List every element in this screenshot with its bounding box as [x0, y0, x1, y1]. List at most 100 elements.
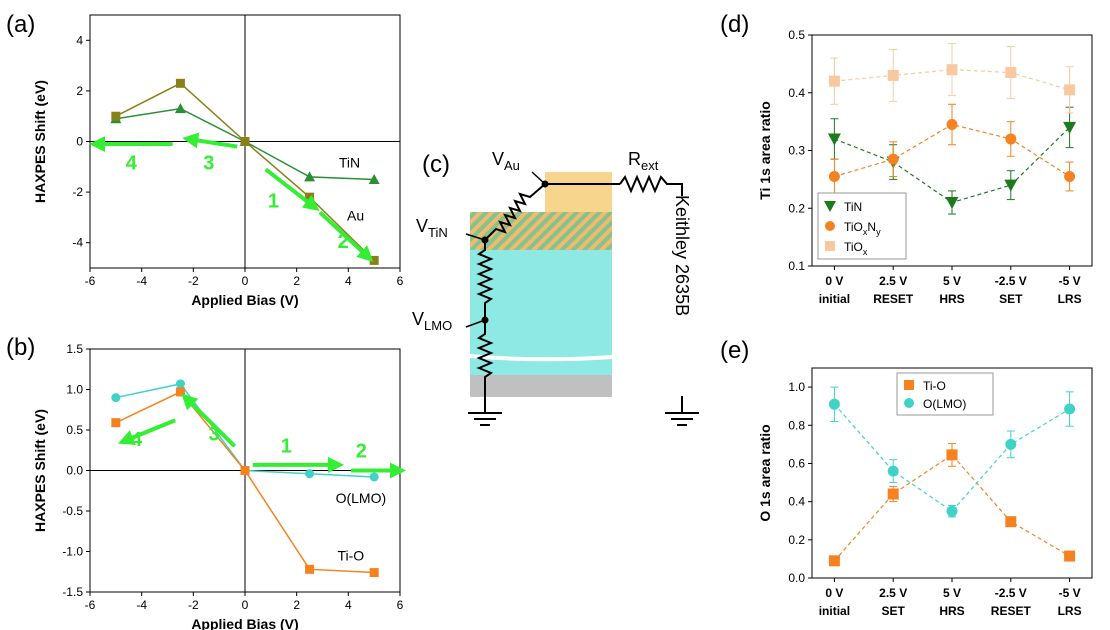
x-tick-label: -6 — [85, 598, 96, 612]
label-keithley: Keithley 2635B — [672, 195, 692, 316]
au-electrode — [545, 172, 612, 212]
series-label-TiN: TiN — [339, 154, 360, 170]
y-axis-label: Ti 1s area ratio — [757, 101, 773, 200]
y-tick-label: -1.5 — [62, 585, 83, 599]
panel-label-d: (d) — [720, 11, 749, 38]
y-axis-label: O 1s area ratio — [757, 424, 773, 521]
tin-layer — [470, 212, 612, 250]
step-number: 2 — [356, 441, 367, 463]
data-point-O(LMO) — [828, 398, 840, 410]
data-point-TiOxNy — [887, 153, 899, 165]
panel-label-b: (b) — [6, 334, 35, 361]
data-point-TiN — [1063, 121, 1077, 134]
resistor-lmo-upper — [476, 240, 494, 320]
data-point-TiN — [1004, 179, 1018, 192]
label-v-lmo: VLMO — [412, 309, 452, 333]
data-point-Ti-O — [946, 449, 958, 461]
category-label: 0 V — [825, 274, 843, 288]
legend-marker-TiOx — [825, 241, 835, 251]
lmo-crack — [469, 354, 613, 362]
x-tick-label: 4 — [345, 274, 352, 288]
series-line-O(LMO) — [833, 403, 1070, 512]
legend-marker-TiN — [824, 201, 836, 212]
data-point-TiOxNy — [946, 119, 958, 131]
data-point-Ti-O — [887, 488, 899, 500]
y-tick-label: 0.2 — [788, 201, 805, 215]
data-point-O(LMO) — [887, 465, 899, 477]
data-point-O(LMO) — [946, 505, 958, 517]
legend-label-Ti-O: Ti-O — [923, 379, 946, 393]
lead-tin — [465, 233, 486, 241]
y-tick-label: 0.5 — [788, 28, 805, 42]
y-tick-label: -1.0 — [62, 545, 83, 559]
ground-left — [468, 412, 502, 426]
category-label: 2.5 V — [879, 586, 907, 600]
data-point-Au — [240, 137, 250, 146]
y-tick-label: 0.4 — [788, 495, 805, 509]
category-sublabel: LRS — [1058, 604, 1082, 618]
x-tick-label: 6 — [397, 598, 404, 612]
y-tick-label: 0.6 — [788, 456, 805, 470]
category-sublabel: RESET — [991, 604, 1032, 618]
series-line-TiOx — [834, 69, 1070, 91]
legend-marker-TiOxNy — [825, 221, 835, 231]
data-point-Ti-O — [1064, 550, 1076, 562]
y-tick-label: 0.0 — [788, 571, 805, 585]
step-number: 2 — [338, 231, 349, 253]
y-tick-label: 0.8 — [788, 418, 805, 432]
lead-au — [531, 171, 546, 185]
step-number: 4 — [126, 152, 138, 174]
data-point-Ti-O — [111, 418, 121, 428]
data-point-O(LMO) — [305, 469, 315, 479]
category-label: -2.5 V — [995, 586, 1027, 600]
x-tick-label: 6 — [397, 274, 404, 288]
step-number: 4 — [131, 429, 143, 451]
category-sublabel: initial — [819, 292, 850, 306]
y-tick-label: 0.2 — [788, 533, 805, 547]
category-sublabel: SET — [999, 292, 1023, 306]
step-arrow — [181, 393, 237, 448]
x-axis-label: Applied Bias (V) — [191, 616, 298, 630]
resistor-ext — [619, 174, 683, 196]
category-sublabel: HRS — [939, 292, 964, 306]
step-number: 3 — [208, 424, 219, 446]
panel-label-c: (c) — [422, 151, 450, 178]
x-tick-label: 0 — [242, 274, 249, 288]
x-tick-label: 2 — [293, 274, 300, 288]
chart-e: 0.0 0.2 0.4 0.6 0.8 1.0 0 V initial 2.5 V SET 5 V H… — [757, 367, 1093, 618]
x-tick-label: -6 — [85, 274, 96, 288]
x-tick-label: -4 — [136, 274, 147, 288]
x-tick-label: 4 — [345, 598, 352, 612]
panel-label-e: (e) — [720, 337, 749, 364]
resistor-lmo-lower — [476, 320, 494, 412]
data-point-Ti-O — [1005, 516, 1017, 528]
category-label: 2.5 V — [879, 274, 907, 288]
category-sublabel: LRS — [1058, 292, 1082, 306]
data-point-O(LMO) — [175, 379, 185, 389]
x-axis-label: Applied Bias (V) — [191, 292, 298, 308]
y-tick-label: 0.0 — [66, 464, 83, 478]
y-axis-label: HAXPES Shift (eV) — [32, 409, 48, 532]
series-label-Ti-O: Ti-O — [337, 548, 364, 564]
data-point-TiOxNy — [1064, 170, 1076, 182]
legend-label-TiN: TiN — [844, 200, 862, 214]
category-label: 5 V — [943, 586, 961, 600]
data-point-TiOx — [946, 64, 958, 76]
step-arrow — [118, 418, 177, 445]
data-point-TiN — [827, 133, 841, 146]
y-tick-label: 0.5 — [66, 423, 83, 437]
data-point-TiOxNy — [828, 170, 840, 182]
category-sublabel: initial — [819, 604, 850, 618]
legend-label-TiOx: TiOx — [844, 240, 868, 257]
step-arrow — [182, 132, 238, 149]
category-sublabel: SET — [882, 604, 906, 618]
data-point-TiN — [304, 171, 316, 182]
data-point-Au — [369, 255, 379, 265]
label-v-tin: VTiN — [416, 216, 448, 240]
legend-label-TiOxNy: TiOxNy — [844, 220, 881, 237]
chart-b: -6 -4 -2 0 2 4 6 -1.5 -1.0 -0.5 0.0 0.5 1.0 1.5 Applie… — [32, 342, 406, 630]
category-sublabel: HRS — [939, 604, 964, 618]
data-point-O(LMO) — [1064, 403, 1076, 415]
category-label: -2.5 V — [995, 274, 1027, 288]
y-tick-label: -4 — [72, 236, 83, 250]
